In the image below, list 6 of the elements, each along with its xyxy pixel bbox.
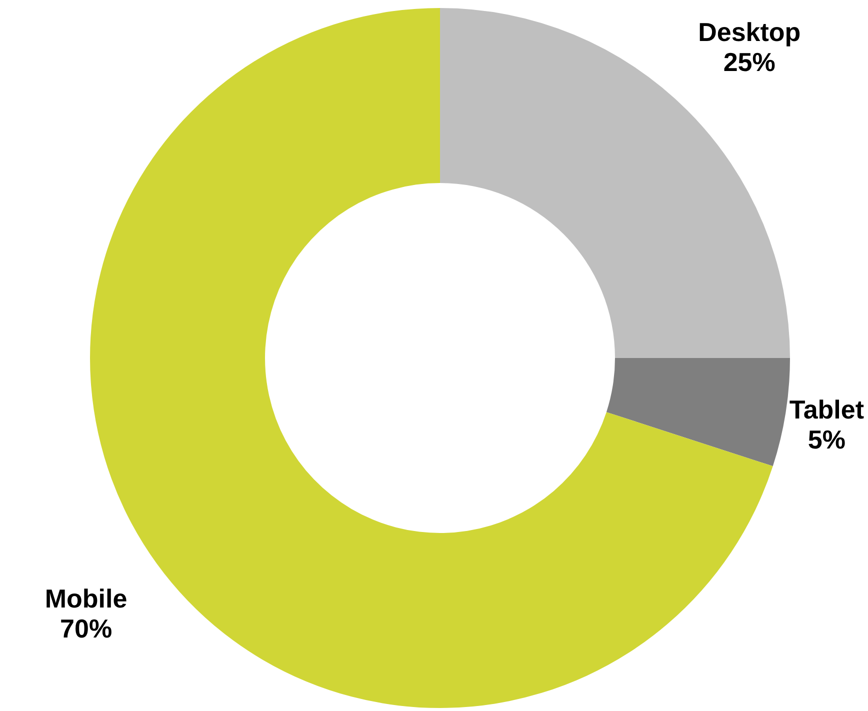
data-label: 25% — [723, 46, 776, 77]
slice-label: Tablet — [789, 394, 864, 425]
slice-label: Desktop — [698, 16, 801, 47]
slice-label: Mobile — [44, 583, 128, 614]
data-label: 70% — [60, 613, 112, 644]
data-label: 5% — [808, 424, 846, 455]
